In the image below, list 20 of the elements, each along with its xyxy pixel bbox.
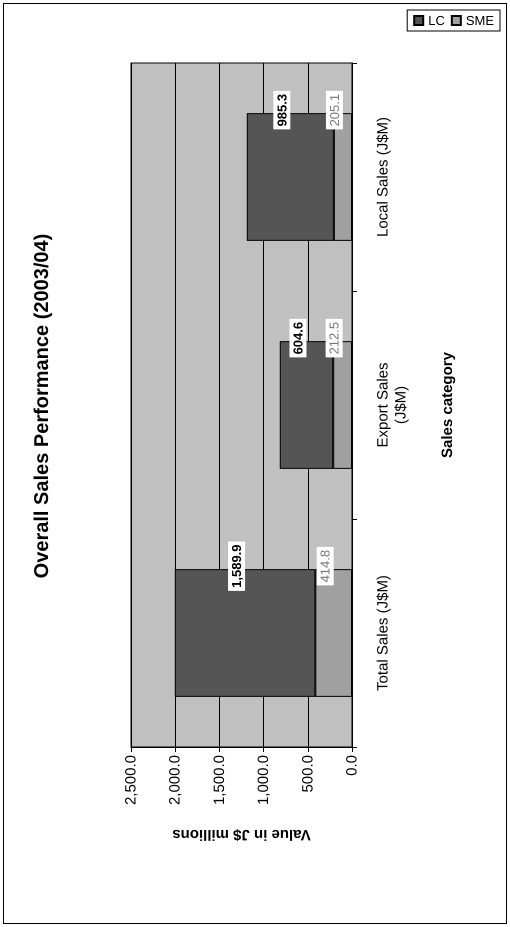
y-tick-label: Total Sales (J$M) bbox=[374, 575, 392, 691]
x-axis-title: Value in J$ millions bbox=[172, 826, 311, 843]
data-label: 1,589.9 bbox=[229, 544, 244, 588]
y-tick-label: Export Sales (J$M) bbox=[374, 362, 410, 448]
y-tick-label: Local Sales (J$M) bbox=[374, 116, 392, 238]
x-tick-label: 0.0 bbox=[344, 755, 360, 776]
x-tick-label: 2,500.0 bbox=[122, 755, 140, 806]
x-tick-label: 1,000.0 bbox=[255, 755, 272, 806]
data-label: 985.3 bbox=[274, 94, 290, 126]
data-label: 205.1 bbox=[326, 94, 342, 126]
x-tick-label: 500.0 bbox=[299, 755, 316, 793]
legend-label: LC bbox=[428, 13, 445, 28]
data-label: 212.5 bbox=[326, 322, 342, 354]
x-tick-label: 2,000.0 bbox=[166, 755, 184, 806]
y-axis-title: Sales category bbox=[439, 351, 456, 458]
text: Overall Sales Performance (2003/04) bbox=[31, 234, 53, 578]
x-tick-label: 1,500.0 bbox=[210, 755, 228, 806]
data-label: 414.8 bbox=[318, 550, 333, 582]
data-label: 604.6 bbox=[290, 322, 306, 354]
legend-label: SME bbox=[466, 13, 494, 28]
